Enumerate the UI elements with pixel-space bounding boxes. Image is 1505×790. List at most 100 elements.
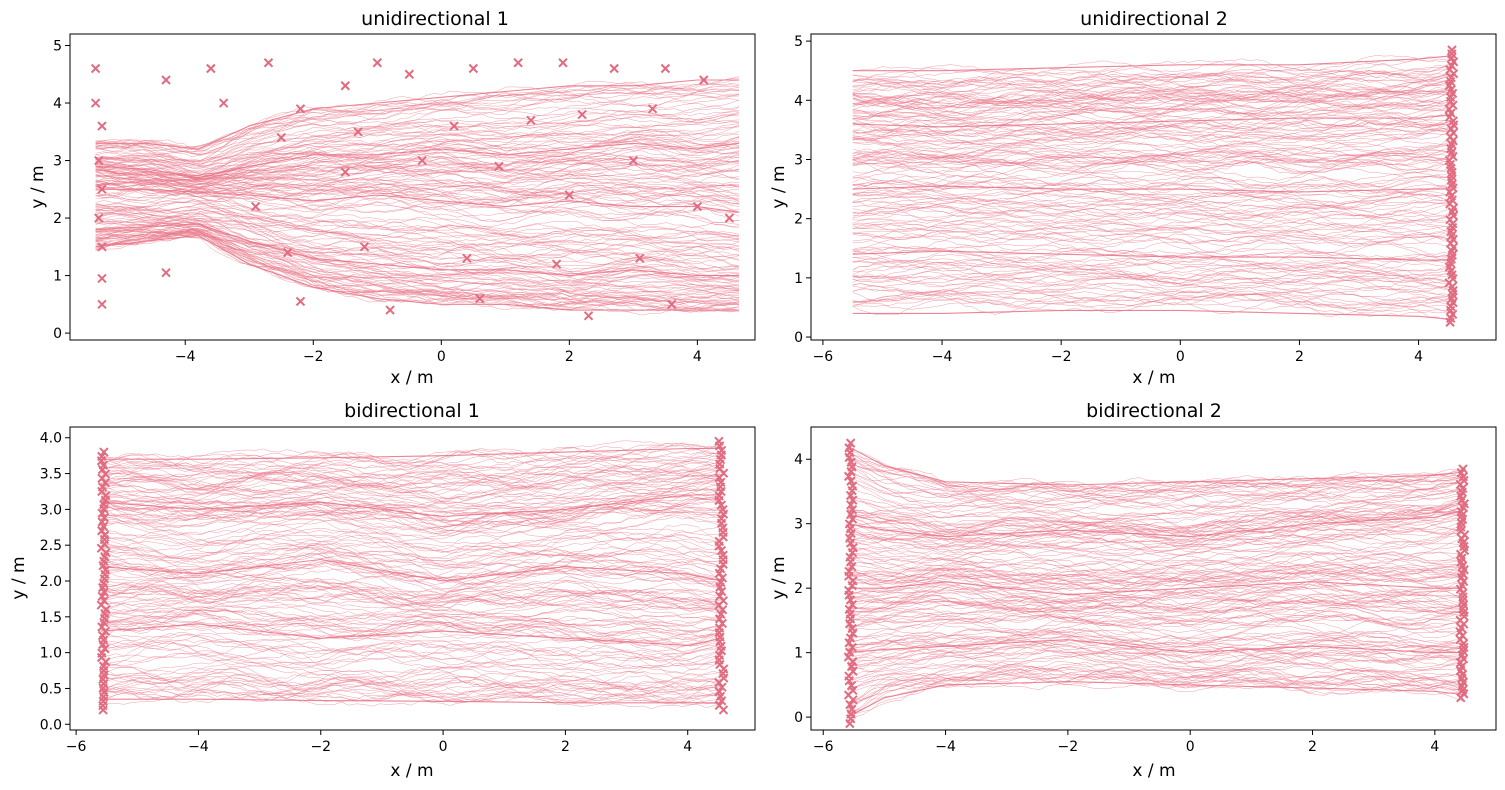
trajectory-line	[100, 469, 722, 494]
trajectory-line	[852, 79, 1452, 103]
trajectory-line	[100, 527, 722, 545]
endpoint-marker	[558, 58, 568, 68]
trajectory-line	[852, 182, 1452, 199]
trajectory-line	[847, 635, 1463, 654]
trajectory-line	[95, 203, 740, 249]
endpoint-marker	[263, 58, 274, 68]
endpoint-marker	[1458, 592, 1468, 602]
trajectory-line	[847, 471, 1463, 507]
trajectory-line	[847, 552, 1463, 571]
trajectory-line	[852, 101, 1452, 125]
x-axis-label: x / m	[1132, 368, 1175, 388]
trajectory-line	[100, 546, 722, 574]
trajectory-line	[852, 160, 1452, 175]
y-tick-label: 2	[794, 581, 803, 597]
trajectory-line	[847, 500, 1463, 531]
trajectory-line	[847, 581, 1463, 608]
panel-unidirectional-2: unidirectional 2 −6 −4 −2 0 2 4 0 1 2 3 4 5 x / m y…	[769, 8, 1497, 388]
trajectory-line	[852, 67, 1452, 91]
trajectory-line	[847, 655, 1463, 681]
trajectory-line	[95, 223, 740, 281]
endpoint-marker	[1456, 526, 1466, 536]
trajectory-line	[852, 219, 1452, 233]
endpoint-marker	[90, 63, 101, 74]
endpoint-marker	[717, 682, 727, 692]
trajectory-line	[847, 676, 1463, 717]
x-tick-label: 4	[1414, 349, 1423, 365]
x-tick-label: −2	[1051, 349, 1072, 365]
endpoint-marker	[716, 500, 727, 510]
trajectory-line	[95, 129, 740, 177]
trajectory-line	[100, 492, 722, 517]
trajectory-line	[847, 464, 1463, 505]
endpoint-marker	[583, 311, 594, 321]
plot-frame	[810, 33, 1497, 341]
series-line	[847, 445, 1463, 486]
trajectory-line	[852, 229, 1452, 245]
trajectory-line	[95, 180, 740, 213]
trajectory-line	[852, 188, 1452, 200]
endpoint-marker	[577, 109, 587, 120]
endpoint-marker	[97, 299, 107, 310]
trajectory-line	[100, 608, 722, 633]
trajectory-line	[847, 628, 1463, 647]
trajectory-line	[847, 631, 1463, 657]
trajectory-line	[100, 641, 722, 666]
trajectory-line	[847, 572, 1463, 597]
trajectory-line	[852, 122, 1452, 145]
y-tick-label: 0.5	[40, 681, 62, 697]
trajectory-line	[95, 213, 740, 278]
trajectory-line	[847, 526, 1463, 554]
trajectory-line	[100, 645, 722, 668]
trajectory-line	[100, 676, 722, 697]
trajectory-line	[847, 675, 1463, 716]
trajectory-line	[847, 646, 1463, 673]
trajectory-line	[95, 158, 740, 189]
trajectory-lines	[847, 445, 1463, 721]
trajectory-line	[852, 151, 1452, 165]
endpoint-marker	[717, 573, 728, 583]
endpoint-marker	[847, 642, 858, 653]
trajectory-line	[852, 130, 1452, 152]
trajectory-line	[100, 592, 722, 610]
trajectory-line	[100, 586, 722, 612]
trajectory-line	[852, 148, 1452, 165]
trajectory-line	[95, 179, 740, 197]
trajectory-line	[95, 129, 740, 172]
trajectory-line	[100, 535, 722, 565]
trajectory-line	[100, 597, 722, 620]
endpoint-marker	[97, 482, 108, 492]
trajectory-line	[852, 99, 1452, 124]
trajectory-line	[852, 81, 1452, 108]
trajectory-line	[95, 200, 740, 243]
y-tick-label: 2.5	[40, 538, 62, 554]
endpoint-marker	[844, 566, 854, 577]
x-tick-label: −4	[932, 349, 953, 365]
trajectory-line	[847, 608, 1463, 627]
trajectory-line	[95, 209, 740, 249]
x-tick-label: 2	[565, 349, 574, 365]
endpoint-marker	[462, 253, 472, 264]
endpoint-marker	[359, 242, 370, 252]
endpoint-marker	[282, 247, 293, 258]
trajectory-line	[95, 208, 740, 261]
trajectory-line	[100, 678, 722, 696]
x-axis-label: x / m	[390, 368, 433, 388]
trajectory-line	[847, 525, 1463, 551]
trajectory-line	[100, 455, 722, 483]
endpoint-marker	[94, 155, 104, 166]
trajectory-line	[852, 130, 1452, 145]
endpoint-marker	[715, 564, 726, 574]
trajectory-line	[95, 138, 740, 175]
trajectory-line	[95, 169, 740, 189]
trajectory-line	[852, 175, 1452, 188]
trajectory-line	[847, 457, 1463, 493]
x-tick-label: −2	[303, 349, 324, 365]
trajectory-line	[847, 628, 1463, 650]
x-tick-label: 2	[1295, 349, 1304, 365]
endpoint-marker	[551, 259, 562, 269]
trajectory-line	[852, 285, 1452, 307]
plot-frame	[69, 426, 756, 731]
trajectory-line	[95, 200, 740, 239]
trajectory-lines	[95, 76, 740, 316]
